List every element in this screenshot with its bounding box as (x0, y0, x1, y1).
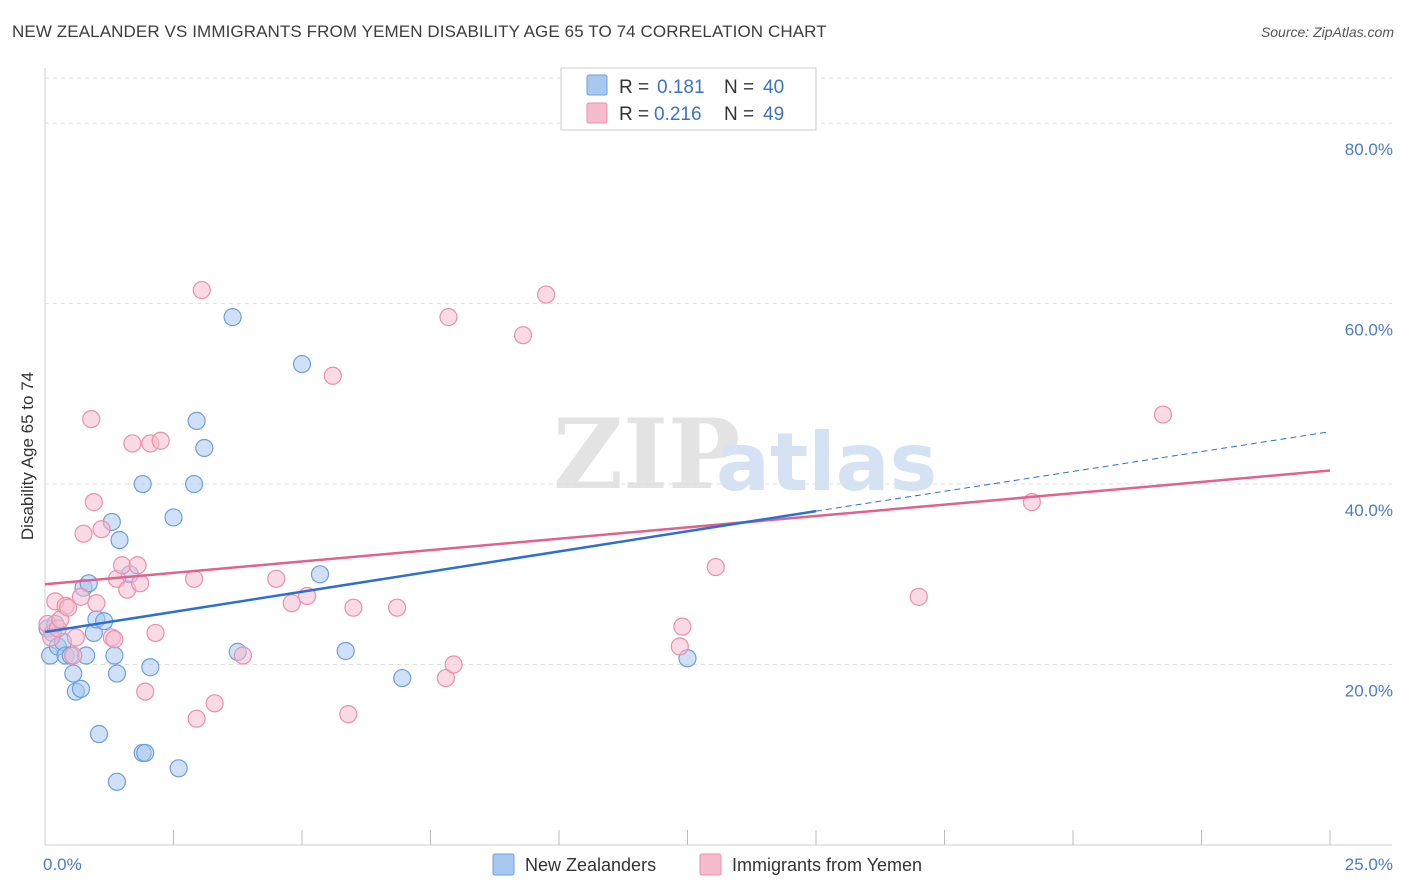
data-point (673, 617, 692, 636)
data-point (233, 646, 252, 665)
watermark: ZIP atlas (553, 398, 937, 511)
data-point (107, 772, 127, 791)
data-point (74, 524, 93, 543)
legend-swatch-immigrants-from-yemen (699, 853, 722, 876)
data-point (146, 623, 165, 643)
data-point (670, 637, 689, 656)
data-point (64, 664, 83, 683)
data-point (64, 646, 83, 665)
chart-title: NEW ZEALANDER VS IMMIGRANTS FROM YEMEN D… (12, 22, 827, 41)
data-point (110, 530, 129, 550)
series-legend: New Zealanders Immigrants from Yemen (492, 853, 922, 876)
data-point (205, 694, 224, 713)
data-point (513, 326, 533, 345)
data-point (136, 682, 155, 701)
data-point (112, 556, 132, 575)
y-tick-label: 20.0% (1345, 682, 1393, 701)
legend-r-label-2: R = (619, 104, 649, 125)
series-immigrants-from-yemen (38, 280, 1173, 728)
data-point (439, 308, 458, 327)
data-point (187, 411, 206, 430)
data-point (344, 598, 363, 617)
data-point (336, 641, 355, 661)
watermark-zip: ZIP (553, 398, 740, 511)
series-new-zealanders (38, 308, 697, 791)
y-axis-label: Disability Age 65 to 74 (18, 372, 37, 540)
data-point (66, 628, 85, 647)
legend-r-value-1: 0.181 (657, 77, 705, 98)
y-tick-label: 60.0% (1345, 321, 1393, 340)
data-point (706, 557, 725, 577)
data-point (282, 594, 301, 613)
data-point (223, 308, 242, 327)
tick-labels: 20.0% 40.0% 60.0% 80.0% 0.0% 25.0% (43, 140, 1393, 874)
data-point (436, 668, 456, 688)
watermark-atlas: atlas (716, 416, 937, 509)
data-point (164, 508, 183, 527)
data-point (71, 587, 91, 606)
data-point (184, 569, 204, 588)
data-point (169, 759, 188, 778)
legend-label-immigrants-from-yemen: Immigrants from Yemen (732, 855, 922, 875)
trend-line-new-zealanders (44, 509, 817, 634)
data-point (1153, 405, 1173, 424)
legend-swatch-blue (586, 74, 608, 96)
legend-swatch-pink (586, 102, 608, 124)
data-point (105, 630, 124, 649)
data-point (123, 434, 142, 453)
legend-n-value-2: 49 (763, 104, 784, 125)
correlation-legend: R = 0.181 N = 40 R = 0.216 N = 49 (560, 67, 817, 131)
data-point (339, 705, 358, 724)
trend-line-new-zealanders-extension (815, 431, 1331, 512)
data-point (87, 594, 106, 613)
data-point (141, 658, 160, 677)
axes (44, 68, 1392, 846)
data-point (89, 724, 109, 744)
data-point (84, 493, 103, 512)
legend-swatch-new-zealanders (492, 853, 515, 876)
data-point (82, 409, 101, 429)
trend-lines (44, 431, 1331, 634)
trend-line-immigrants-from-yemen (44, 469, 1331, 586)
data-point (909, 587, 928, 606)
data-point (192, 280, 211, 300)
data-point (105, 646, 124, 665)
legend-n-label-1: N = (724, 77, 754, 98)
data-point (133, 474, 152, 494)
data-point (195, 438, 214, 458)
data-point (71, 679, 91, 698)
data-point (310, 565, 330, 584)
data-point (537, 285, 556, 304)
x-tick-label: 25.0% (1345, 855, 1393, 874)
data-point (187, 709, 206, 728)
data-point (267, 569, 286, 588)
legend-r-value-2: 0.216 (654, 104, 702, 125)
data-point (184, 474, 204, 494)
y-tick-label: 40.0% (1345, 501, 1393, 520)
data-point (92, 520, 111, 539)
grid-lines (45, 77, 1392, 666)
legend-n-value-1: 40 (763, 77, 784, 98)
data-point (59, 598, 78, 617)
data-point (136, 743, 155, 763)
legend-label-new-zealanders: New Zealanders (525, 855, 656, 875)
y-tick-label: 80.0% (1345, 140, 1393, 159)
data-point (323, 366, 342, 385)
data-point (387, 598, 407, 617)
data-point (393, 668, 412, 688)
legend-n-label-2: N = (724, 104, 754, 125)
data-point (292, 354, 312, 374)
data-point (107, 664, 127, 683)
source-credit: Source: ZipAtlas.com (1260, 24, 1394, 40)
data-point (444, 655, 463, 674)
data-point (151, 431, 170, 450)
data-point (128, 556, 147, 575)
legend-r-label-1: R = (619, 77, 649, 98)
x-tick-label: 0.0% (43, 855, 82, 874)
